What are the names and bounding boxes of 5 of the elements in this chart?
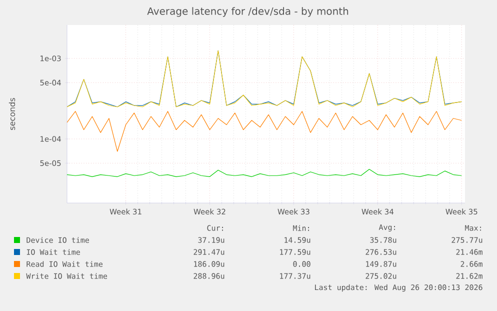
y-axis-title: seconds [8, 98, 16, 130]
chart-title: Average latency for /dev/sda - by month [147, 7, 348, 17]
line-series [67, 50, 462, 108]
line-series [67, 168, 462, 177]
line-series [67, 111, 462, 152]
